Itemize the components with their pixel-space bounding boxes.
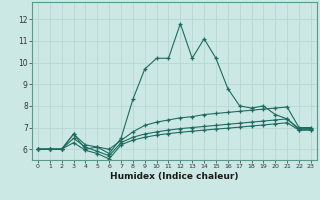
X-axis label: Humidex (Indice chaleur): Humidex (Indice chaleur) [110, 172, 239, 181]
